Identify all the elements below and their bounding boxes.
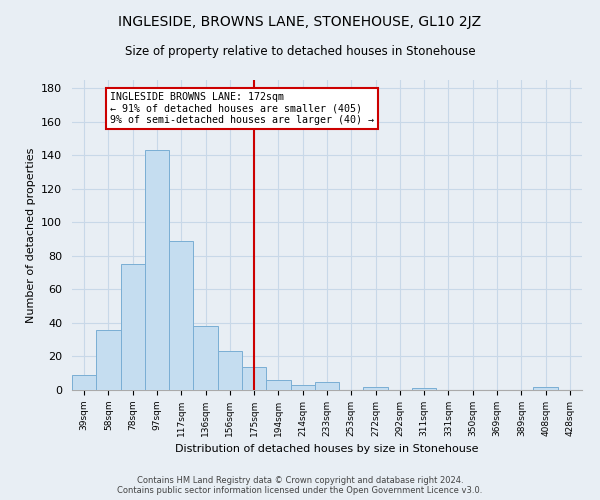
Bar xyxy=(533,386,558,390)
Bar xyxy=(242,366,266,390)
Bar xyxy=(364,386,388,390)
Bar xyxy=(266,380,290,390)
Text: INGLESIDE, BROWNS LANE, STONEHOUSE, GL10 2JZ: INGLESIDE, BROWNS LANE, STONEHOUSE, GL10… xyxy=(118,15,482,29)
Bar xyxy=(193,326,218,390)
X-axis label: Distribution of detached houses by size in Stonehouse: Distribution of detached houses by size … xyxy=(175,444,479,454)
Y-axis label: Number of detached properties: Number of detached properties xyxy=(26,148,35,322)
Text: Size of property relative to detached houses in Stonehouse: Size of property relative to detached ho… xyxy=(125,45,475,58)
Text: INGLESIDE BROWNS LANE: 172sqm
← 91% of detached houses are smaller (405)
9% of s: INGLESIDE BROWNS LANE: 172sqm ← 91% of d… xyxy=(110,92,374,125)
Bar xyxy=(315,382,339,390)
Bar xyxy=(121,264,145,390)
Bar xyxy=(218,352,242,390)
Bar xyxy=(72,375,96,390)
Bar xyxy=(290,385,315,390)
Bar xyxy=(169,241,193,390)
Bar xyxy=(145,150,169,390)
Bar xyxy=(412,388,436,390)
Text: Contains HM Land Registry data © Crown copyright and database right 2024.
Contai: Contains HM Land Registry data © Crown c… xyxy=(118,476,482,495)
Bar xyxy=(96,330,121,390)
